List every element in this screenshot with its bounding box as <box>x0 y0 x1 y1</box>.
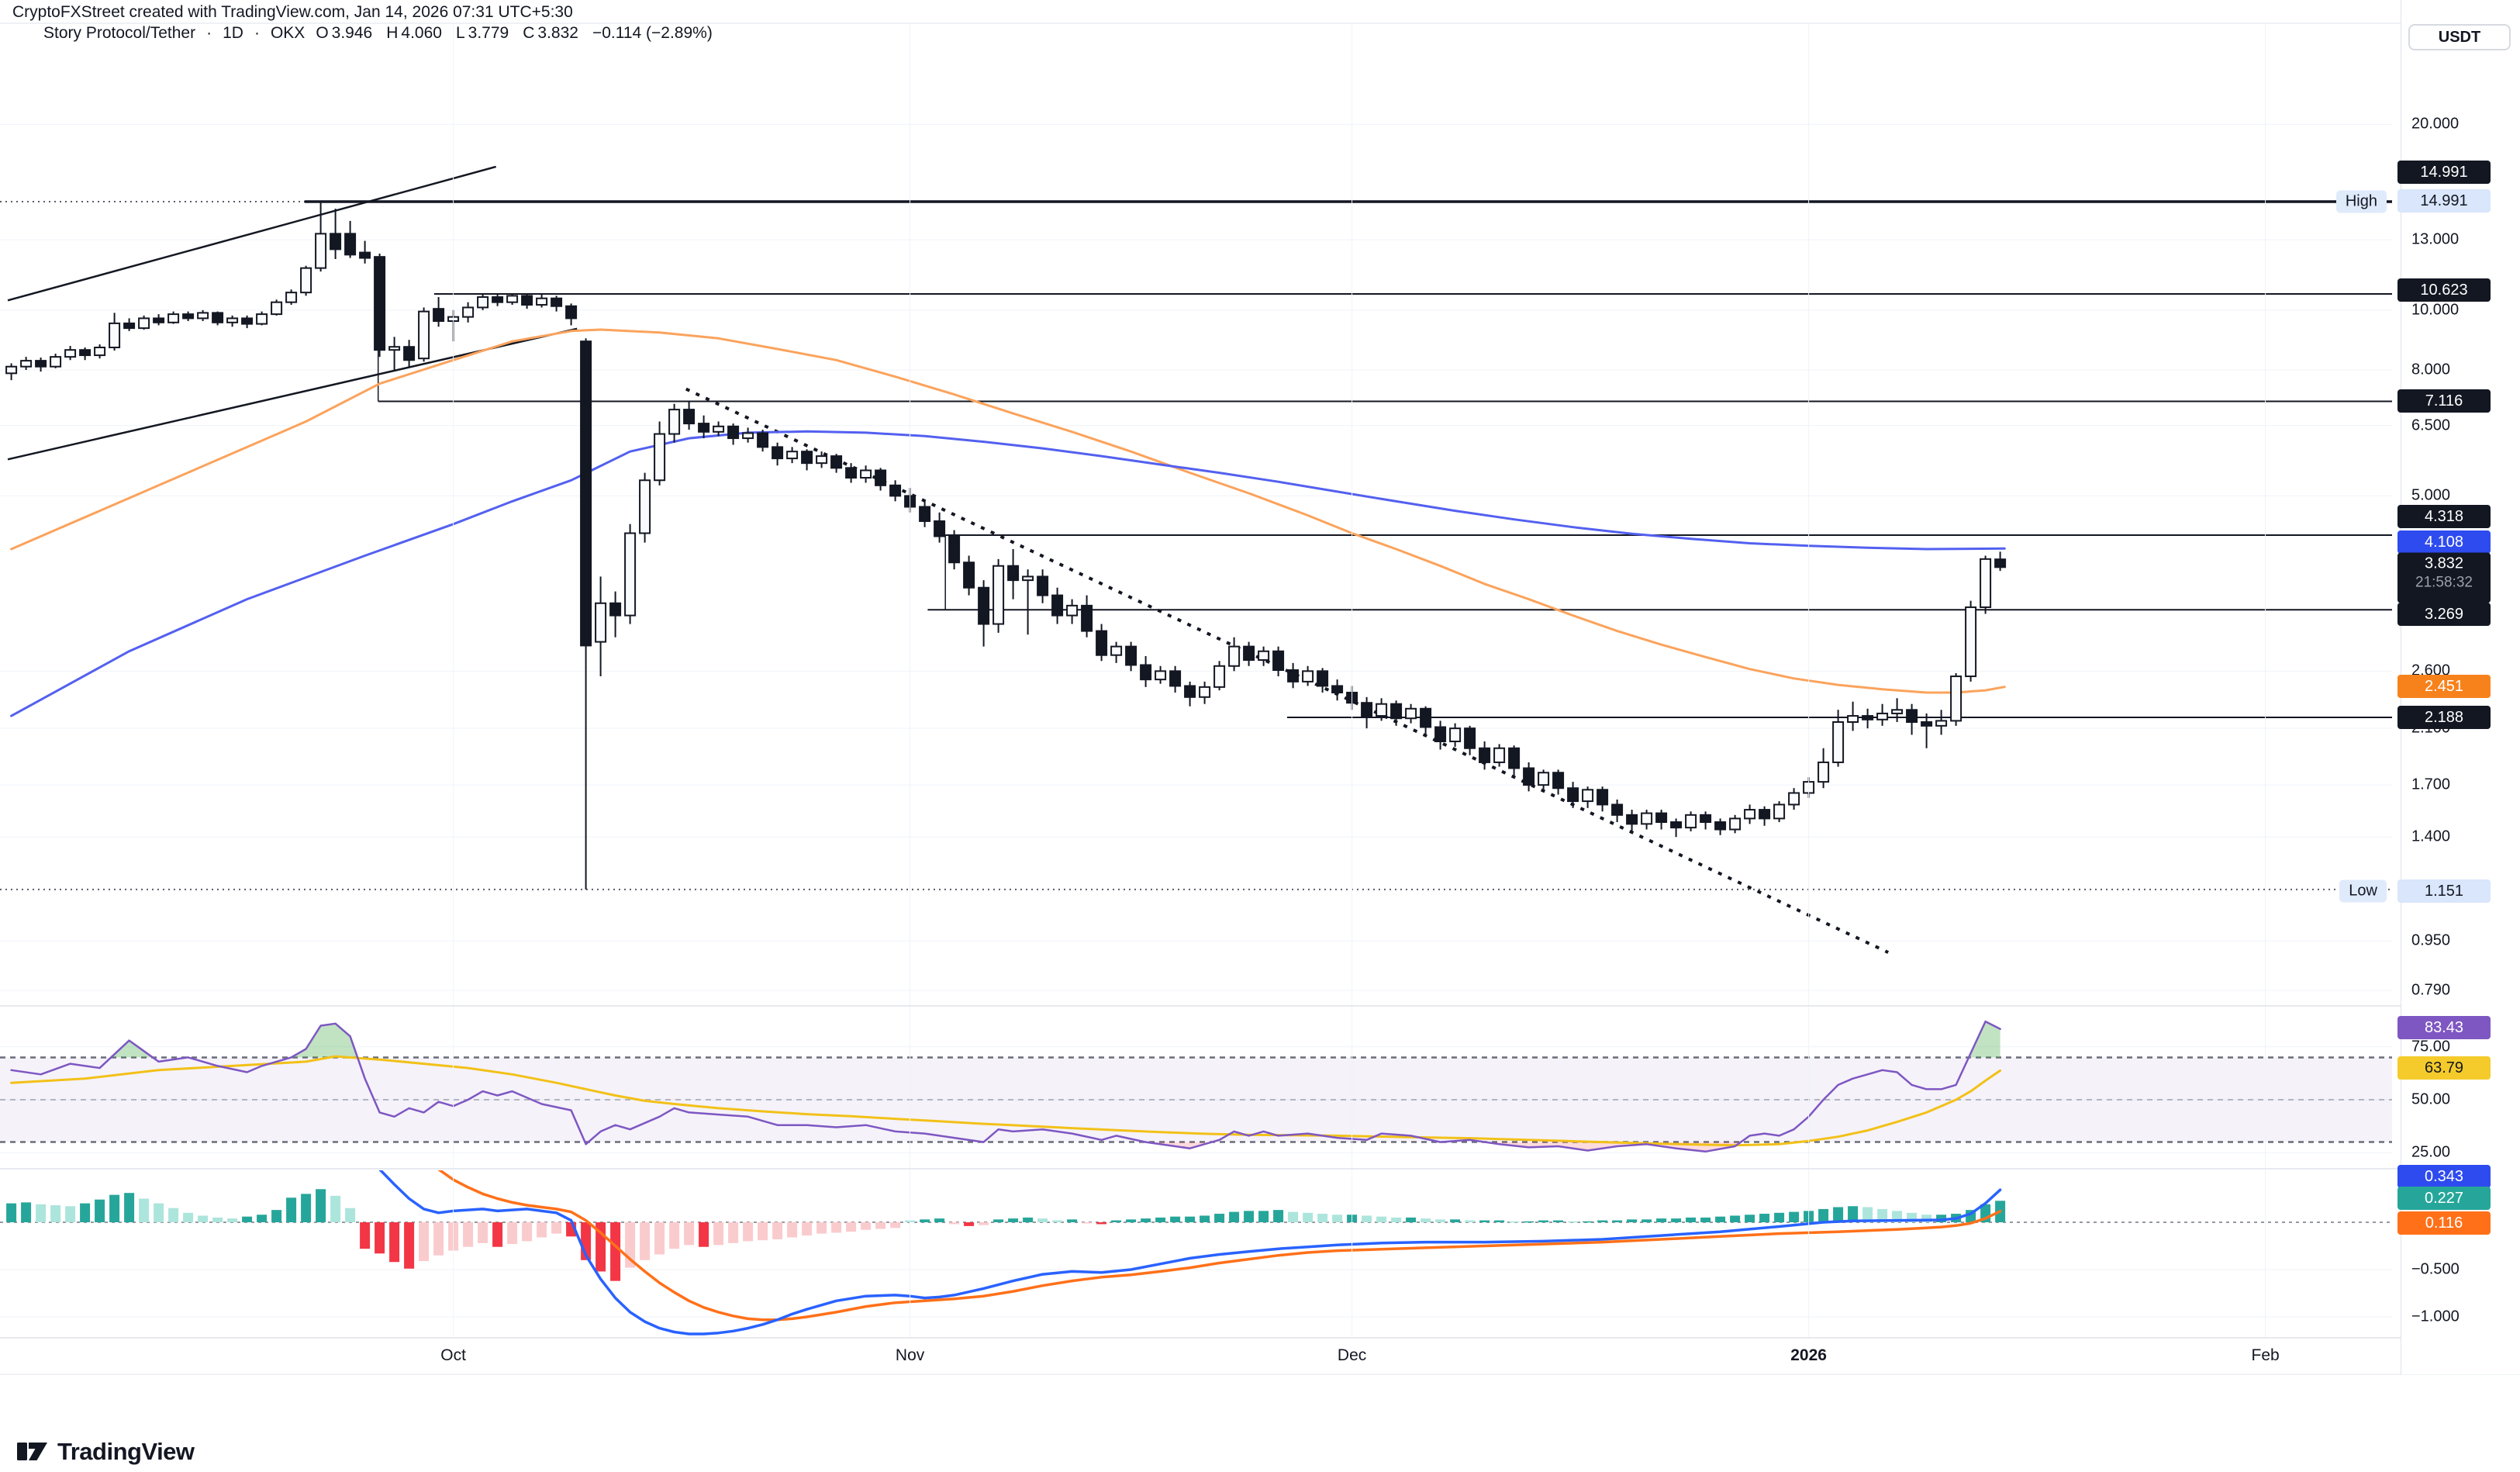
countdown-timer: 21:58:32 <box>2415 574 2473 591</box>
price-tick-label: 1.400 <box>2411 828 2451 845</box>
legend-separator: · <box>206 24 212 42</box>
price-tick-label: 13.000 <box>2411 230 2460 248</box>
symbol-legend[interactable]: Story Protocol/Tether · 1D · OKX O 3.946 … <box>43 24 713 43</box>
rsi-tick-label: 50.00 <box>2411 1090 2451 1108</box>
attribution-text: CryptoFXStreet created with TradingView.… <box>12 3 573 21</box>
price-badge: 14.991 <box>2397 189 2491 213</box>
interval-label: 1D <box>223 24 243 42</box>
price-badge: 63.79 <box>2397 1056 2491 1080</box>
tradingview-logo-icon <box>17 1443 47 1460</box>
ohlc-high: H 4.060 <box>386 24 442 42</box>
price-badge: 3.269 <box>2397 603 2491 626</box>
price-badge: 10.623 <box>2397 278 2491 302</box>
high-label-pill: High <box>2335 190 2387 213</box>
symbol-name: Story Protocol/Tether <box>43 24 196 42</box>
price-badge: 3.832 21:58:32 <box>2397 552 2491 603</box>
price-badge: 2.188 <box>2397 706 2491 729</box>
time-axis-label: Feb <box>2251 1346 2280 1364</box>
currency-button[interactable]: USDT <box>2408 24 2511 50</box>
ohlc-open: O 3.946 <box>316 24 373 42</box>
tradingview-logo[interactable]: TradingView <box>16 1435 195 1469</box>
macd-tick-label: −0.500 <box>2411 1260 2460 1278</box>
price-tick-label: 5.000 <box>2411 486 2451 504</box>
price-tick-label: 1.700 <box>2411 776 2451 793</box>
low-label-pill: Low <box>2339 879 2387 903</box>
price-badge: 7.116 <box>2397 389 2491 413</box>
rsi-tick-label: 25.00 <box>2411 1143 2451 1161</box>
change-value: −0.114 (−2.89%) <box>592 24 713 42</box>
price-tick-label: 6.500 <box>2411 416 2451 434</box>
price-badge: 83.43 <box>2397 1016 2491 1039</box>
price-tick-label: 0.950 <box>2411 931 2451 949</box>
price-badge: 0.343 <box>2397 1165 2491 1188</box>
price-tick-label: 10.000 <box>2411 301 2460 319</box>
price-badge: 4.108 <box>2397 530 2491 554</box>
price-badge: 0.227 <box>2397 1187 2491 1210</box>
price-badge: 2.451 <box>2397 675 2491 698</box>
time-axis-label: Nov <box>895 1346 925 1364</box>
time-axis-label: Dec <box>1337 1346 1367 1364</box>
price-badge: 14.991 <box>2397 161 2491 184</box>
price-tick-label: 8.000 <box>2411 361 2451 378</box>
price-tick-label: 20.000 <box>2411 115 2460 133</box>
time-axis-label: 2026 <box>1790 1346 1827 1364</box>
price-tick-label: 0.790 <box>2411 981 2451 999</box>
rsi-tick-label: 75.00 <box>2411 1038 2451 1056</box>
tradingview-logo-text: TradingView <box>57 1438 195 1465</box>
legend-separator: · <box>254 24 260 42</box>
time-axis-label: Oct <box>440 1346 466 1364</box>
price-badge: 1.151 <box>2397 879 2491 903</box>
macd-tick-label: −1.000 <box>2411 1308 2460 1325</box>
ohlc-close: C 3.832 <box>523 24 578 42</box>
exchange-label: OKX <box>270 24 306 42</box>
ohlc-low: L 3.779 <box>455 24 509 42</box>
price-badge: 4.318 <box>2397 505 2491 528</box>
price-badge: 0.116 <box>2397 1211 2491 1235</box>
